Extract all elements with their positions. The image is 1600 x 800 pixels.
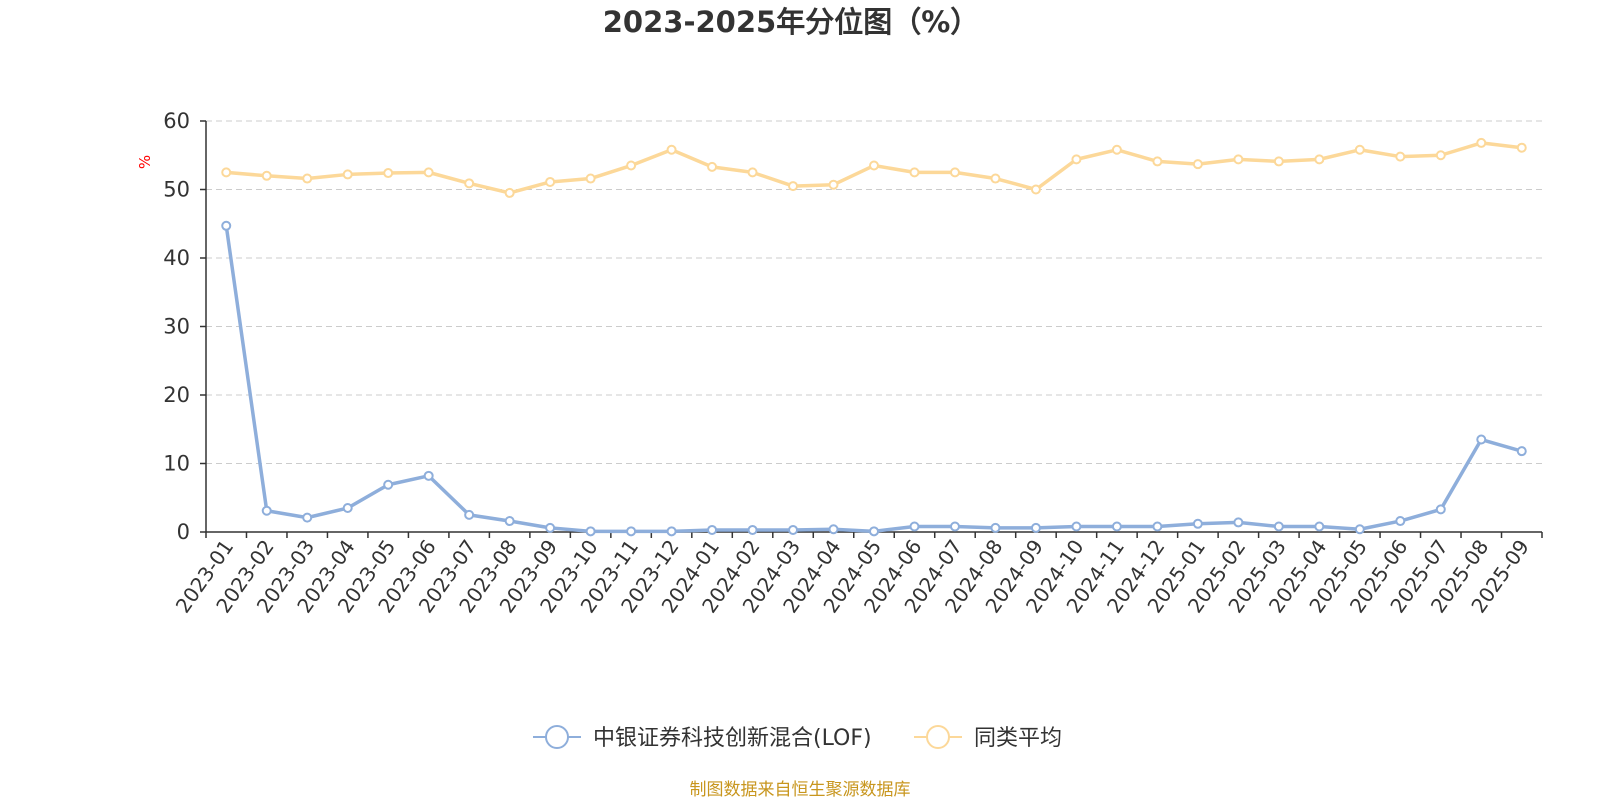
data-point[interactable]	[1233, 517, 1244, 528]
legend-label-fund: 中银证券科技创新混合(LOF)	[593, 726, 872, 751]
y-tick-label: 40	[163, 246, 190, 270]
data-point[interactable]	[707, 524, 718, 535]
data-point[interactable]	[1192, 159, 1203, 170]
data-point[interactable]	[1516, 142, 1527, 153]
data-point[interactable]	[666, 526, 677, 537]
data-point[interactable]	[302, 173, 313, 184]
series-line-0	[224, 225, 1523, 534]
data-point[interactable]	[747, 524, 758, 535]
data-point[interactable]	[626, 160, 637, 171]
legend-item-peer-average[interactable]: 同类平均	[914, 725, 1062, 751]
data-point[interactable]	[221, 220, 232, 231]
data-point[interactable]	[1395, 151, 1406, 162]
x-tick-labels: 2023-012023-022023-032023-042023-052023-…	[171, 535, 1534, 617]
data-point[interactable]	[545, 176, 556, 187]
data-point[interactable]	[464, 509, 475, 520]
data-point[interactable]	[747, 167, 758, 178]
data-point[interactable]	[869, 526, 879, 537]
y-tick-label: 30	[163, 315, 190, 339]
data-point[interactable]	[1395, 516, 1406, 527]
data-point[interactable]	[666, 144, 677, 155]
data-point[interactable]	[1354, 524, 1365, 535]
data-point[interactable]	[383, 168, 394, 179]
data-point[interactable]	[869, 160, 879, 171]
data-point[interactable]	[342, 169, 353, 180]
data-point[interactable]	[1435, 150, 1446, 161]
data-point[interactable]	[1152, 521, 1163, 532]
source-note: 制图数据来自恒生聚源数据库	[690, 780, 911, 800]
data-point[interactable]	[788, 181, 799, 192]
legend: 中银证券科技创新混合(LOF) 同类平均	[533, 725, 1062, 751]
data-point[interactable]	[585, 526, 596, 537]
y-tick-label: 60	[163, 109, 190, 133]
data-point[interactable]	[828, 524, 839, 535]
gridlines	[206, 120, 1542, 464]
data-point[interactable]	[464, 178, 475, 189]
data-point[interactable]	[1071, 154, 1082, 165]
data-point[interactable]	[949, 521, 960, 532]
data-point[interactable]	[626, 526, 637, 537]
data-point[interactable]	[383, 479, 394, 490]
legend-item-fund[interactable]: 中银证券科技创新混合(LOF)	[533, 725, 872, 751]
data-point[interactable]	[1030, 184, 1041, 195]
data-point[interactable]	[1354, 144, 1365, 155]
data-point[interactable]	[545, 522, 556, 533]
data-point[interactable]	[504, 516, 515, 527]
data-point[interactable]	[261, 505, 272, 516]
data-point[interactable]	[302, 512, 313, 523]
data-point[interactable]	[1111, 144, 1122, 155]
data-point[interactable]	[221, 167, 232, 178]
data-point[interactable]	[1435, 504, 1446, 515]
data-point[interactable]	[707, 161, 718, 172]
data-point[interactable]	[1476, 434, 1487, 445]
data-point[interactable]	[585, 173, 596, 184]
data-point[interactable]	[990, 522, 1001, 533]
legend-marker-peer-average	[926, 725, 950, 749]
series-lines	[221, 137, 1527, 537]
y-tick-label: 0	[177, 520, 190, 544]
data-point[interactable]	[1233, 154, 1244, 165]
data-point[interactable]	[261, 170, 272, 181]
data-point[interactable]	[1516, 446, 1527, 457]
y-axis-unit-label: %	[136, 155, 154, 169]
data-point[interactable]	[1111, 521, 1122, 532]
data-point[interactable]	[909, 521, 920, 532]
data-point[interactable]	[788, 524, 799, 535]
data-point[interactable]	[342, 503, 353, 514]
data-point[interactable]	[909, 167, 920, 178]
data-point[interactable]	[504, 187, 515, 198]
y-tick-label: 50	[163, 178, 190, 202]
data-point[interactable]	[1071, 521, 1082, 532]
data-point[interactable]	[1273, 521, 1284, 532]
data-point[interactable]	[423, 167, 434, 178]
chart-title: 2023-2025年分位图（%）	[603, 5, 980, 39]
y-tick-labels: 0 10 20 30 40 50 60	[163, 109, 190, 544]
data-point[interactable]	[828, 179, 839, 190]
data-point[interactable]	[1314, 154, 1325, 165]
axes	[200, 120, 1543, 538]
data-point[interactable]	[1476, 137, 1487, 148]
data-point[interactable]	[949, 167, 960, 178]
data-point[interactable]	[423, 470, 434, 481]
data-point[interactable]	[1192, 518, 1203, 529]
y-tick-label: 20	[163, 383, 190, 407]
legend-marker-fund	[545, 725, 569, 749]
data-point[interactable]	[1030, 522, 1041, 533]
y-tick-label: 10	[163, 452, 190, 476]
data-point[interactable]	[1273, 156, 1284, 167]
legend-label-peer-average: 同类平均	[974, 726, 1062, 751]
data-point[interactable]	[1314, 521, 1325, 532]
data-point[interactable]	[1152, 156, 1163, 167]
data-point[interactable]	[990, 173, 1001, 184]
